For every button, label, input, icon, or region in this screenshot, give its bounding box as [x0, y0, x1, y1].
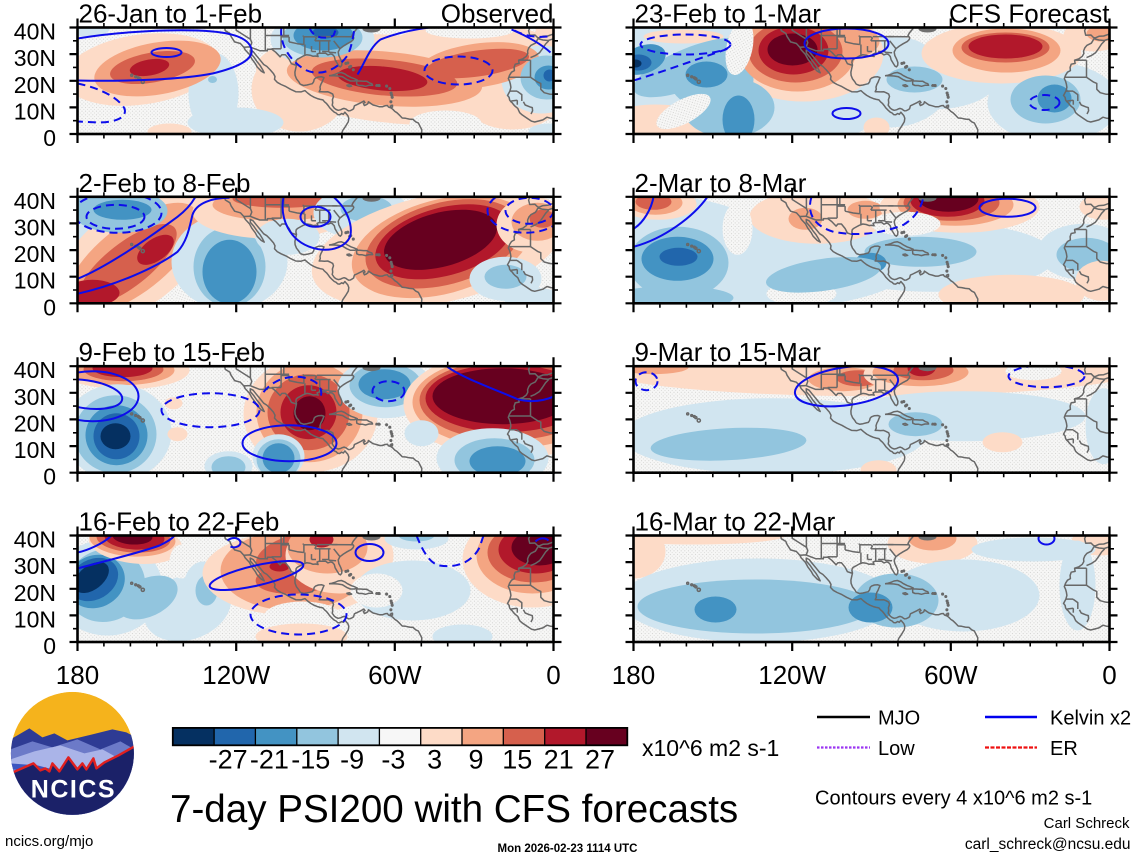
svg-text:20N: 20N — [14, 241, 56, 267]
svg-text:carl_schreck@ncsu.edu: carl_schreck@ncsu.edu — [965, 836, 1131, 853]
svg-text:7-day PSI200 with CFS forecast: 7-day PSI200 with CFS forecasts — [170, 788, 738, 831]
svg-text:20N: 20N — [14, 72, 56, 98]
svg-text:10N: 10N — [14, 98, 56, 124]
svg-text:27: 27 — [585, 745, 615, 775]
svg-text:30N: 30N — [14, 214, 56, 240]
svg-text:9-Mar to 15-Mar: 9-Mar to 15-Mar — [635, 337, 822, 367]
svg-text:40N: 40N — [14, 19, 56, 45]
svg-text:30N: 30N — [14, 384, 56, 410]
svg-text:15: 15 — [502, 745, 532, 775]
svg-text:21: 21 — [544, 745, 574, 775]
svg-text:0: 0 — [43, 294, 56, 320]
svg-text:0: 0 — [43, 125, 56, 151]
svg-text:60W: 60W — [924, 660, 978, 690]
svg-text:-3: -3 — [381, 745, 405, 775]
svg-text:Low: Low — [878, 738, 915, 760]
svg-text:60W: 60W — [368, 660, 422, 690]
svg-text:10N: 10N — [14, 437, 56, 463]
svg-text:16-Mar to 22-Mar: 16-Mar to 22-Mar — [635, 507, 836, 537]
svg-text:Contours every 4 x10^6 m2 s-1: Contours every 4 x10^6 m2 s-1 — [815, 788, 1092, 810]
svg-text:40N: 40N — [14, 527, 56, 553]
svg-text:16-Feb to 22-Feb: 16-Feb to 22-Feb — [79, 507, 280, 537]
svg-text:23-Feb to 1-Mar: 23-Feb to 1-Mar — [635, 0, 822, 29]
svg-text:-27: -27 — [209, 745, 248, 775]
svg-text:40N: 40N — [14, 357, 56, 383]
svg-text:x10^6 m2 s-1: x10^6 m2 s-1 — [642, 735, 779, 761]
svg-text:180: 180 — [612, 660, 655, 690]
svg-text:3: 3 — [427, 745, 442, 775]
svg-text:-15: -15 — [291, 745, 330, 775]
svg-text:ER: ER — [1050, 738, 1078, 760]
svg-text:-21: -21 — [250, 745, 289, 775]
svg-text:0: 0 — [43, 633, 56, 659]
svg-text:-9: -9 — [340, 745, 364, 775]
svg-text:2-Feb to 8-Feb: 2-Feb to 8-Feb — [79, 168, 251, 198]
svg-text:CFS Forecast: CFS Forecast — [949, 0, 1110, 29]
svg-text:0: 0 — [43, 464, 56, 490]
svg-text:0: 0 — [1102, 660, 1116, 690]
svg-text:20N: 20N — [14, 410, 56, 436]
svg-text:NCICS: NCICS — [31, 775, 116, 803]
svg-text:120W: 120W — [202, 660, 270, 690]
svg-text:9: 9 — [468, 745, 483, 775]
svg-text:40N: 40N — [14, 188, 56, 214]
svg-text:10N: 10N — [14, 268, 56, 294]
svg-text:2-Mar to 8-Mar: 2-Mar to 8-Mar — [635, 168, 807, 198]
svg-text:20N: 20N — [14, 580, 56, 606]
svg-text:30N: 30N — [14, 45, 56, 71]
svg-text:0: 0 — [546, 660, 560, 690]
svg-text:Carl Schreck: Carl Schreck — [1044, 815, 1130, 832]
svg-text:MJO: MJO — [878, 708, 920, 730]
svg-text:Observed: Observed — [441, 0, 554, 29]
svg-text:9-Feb to 15-Feb: 9-Feb to 15-Feb — [79, 337, 265, 367]
svg-text:30N: 30N — [14, 553, 56, 579]
svg-text:ncics.org/mjo: ncics.org/mjo — [5, 833, 93, 850]
svg-text:180: 180 — [56, 660, 99, 690]
svg-text:Kelvin x2: Kelvin x2 — [1050, 708, 1131, 730]
svg-text:26-Jan to 1-Feb: 26-Jan to 1-Feb — [79, 0, 263, 29]
svg-text:Mon 2026-02-23 1114 UTC: Mon 2026-02-23 1114 UTC — [498, 843, 638, 855]
svg-text:120W: 120W — [758, 660, 826, 690]
svg-text:10N: 10N — [14, 606, 56, 632]
